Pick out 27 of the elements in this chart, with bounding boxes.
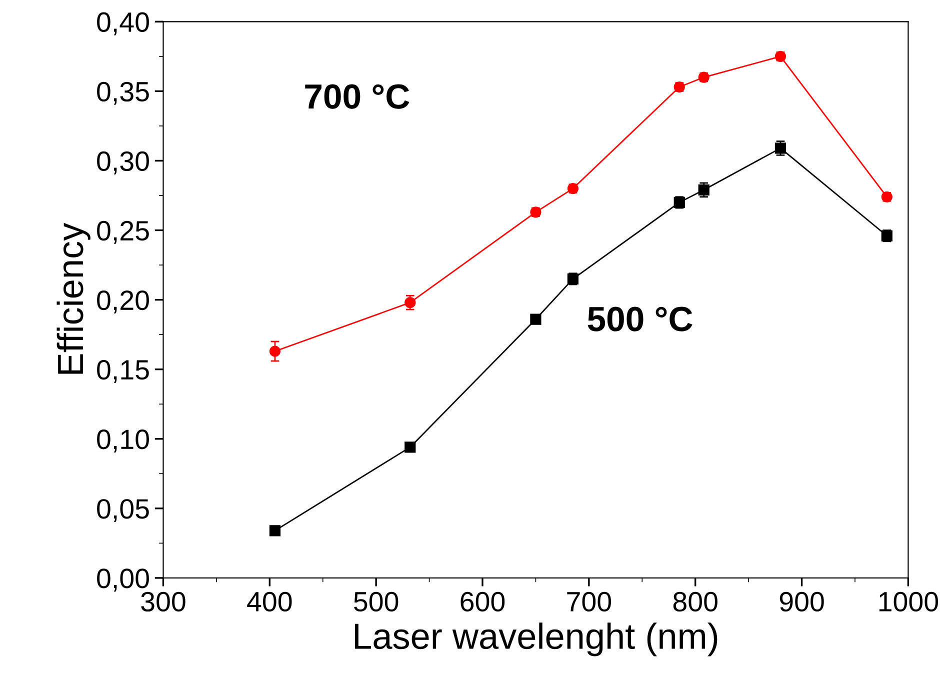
point xyxy=(404,297,416,308)
annotation: 500 °C xyxy=(588,306,692,332)
x-tick-label: 400 xyxy=(247,592,292,612)
y-tick-label: 0,30 xyxy=(97,151,149,174)
y-tick-label: 0,35 xyxy=(97,82,149,105)
y-axis-title: Efficiency xyxy=(56,222,90,374)
point xyxy=(404,442,416,453)
x-axis-title: Laser wavelenght (nm) xyxy=(355,622,718,656)
point xyxy=(530,314,542,325)
y-tick-label: 0,05 xyxy=(97,499,149,522)
y-tick-label: 0,00 xyxy=(97,568,149,592)
annotation: 700 °C xyxy=(305,84,410,109)
x-tick-label: 900 xyxy=(780,592,824,612)
x-tick-label: 1000 xyxy=(879,592,938,612)
y-tick-label: 0,40 xyxy=(97,12,149,36)
x-tick-label: 300 xyxy=(141,592,186,612)
x-tick-label: 500 xyxy=(354,592,398,612)
x-tick-label: 600 xyxy=(460,592,505,612)
x-tick-label: 700 xyxy=(567,592,612,612)
y-tick-label: 0,20 xyxy=(97,290,149,314)
y-tick-label: 0,10 xyxy=(97,430,149,452)
x-tick-label: 800 xyxy=(673,592,718,612)
y-tick-label: 0,25 xyxy=(97,220,149,244)
point xyxy=(269,346,281,357)
y-tick-label: 0,15 xyxy=(97,360,149,383)
point xyxy=(698,184,710,196)
point xyxy=(269,525,281,536)
